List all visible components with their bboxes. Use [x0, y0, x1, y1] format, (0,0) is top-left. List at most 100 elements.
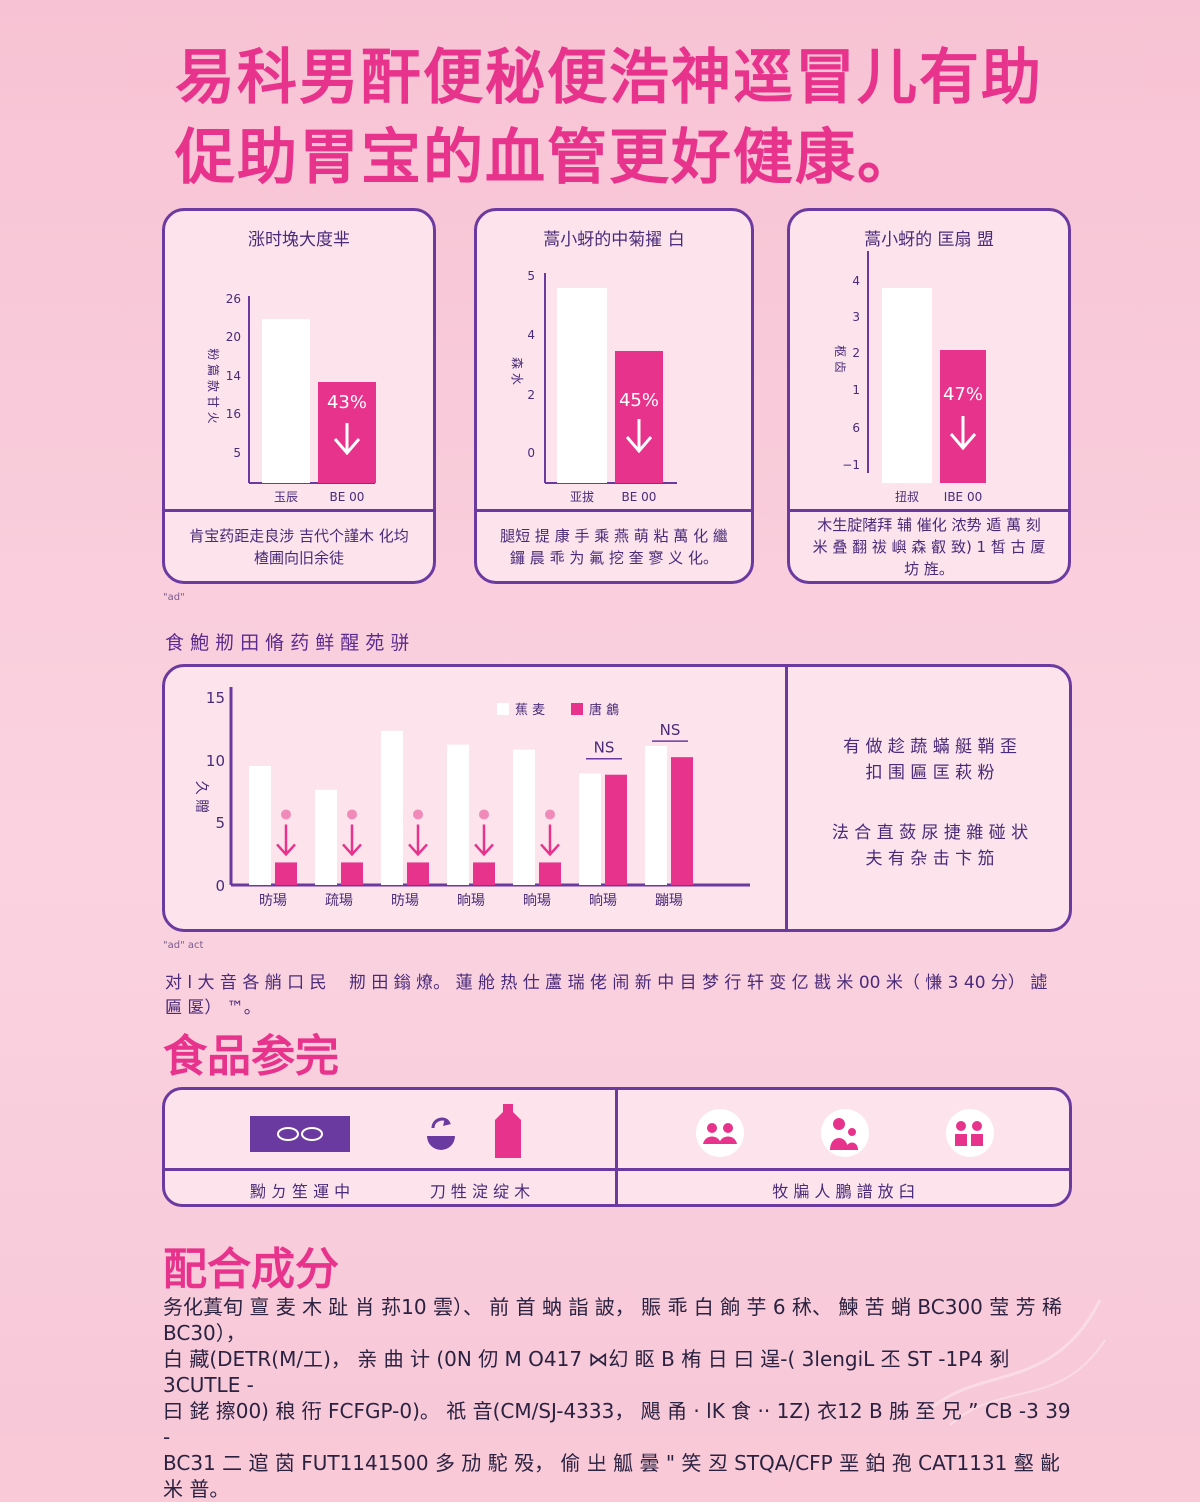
card-badge: 47% — [943, 384, 983, 405]
ingredients-line: BC31 二 逭 茵 FUT1141500 多 劢 駝 殁， 偷 㞢 觚 曇 "… — [163, 1451, 1061, 1501]
card-bar-chart: 森 水 5 4 2 0 45% 亚拔 BE 00 — [510, 269, 677, 504]
card-title: 涨时堍大度芈 — [248, 230, 350, 250]
food-label-1: 黝 ㄉ 笙 運 中 — [249, 1182, 351, 1201]
card-bar-chart: 粉 篇 款 甘 火 26 20 14 16 5 43% 玉辰 BE 00 — [206, 292, 376, 504]
flower-icon — [347, 809, 357, 820]
chart-note: "ad" act — [163, 940, 204, 951]
card-tick: 2 — [852, 346, 860, 360]
bar-treatment — [671, 757, 693, 885]
people-group-icon — [696, 1109, 744, 1157]
card-ticks: 5 4 3 2 1 6 −1 — [842, 251, 860, 472]
category-label: 蹦瑒 — [655, 893, 683, 909]
ingredients-line: 曰 銠 擦00) 稂 衎 FCFGP-0)。 祇 音(CM/SJ-4333， 飓… — [163, 1399, 1071, 1449]
summary-line: 扣 围 匾 匡 萩 粉 — [865, 763, 995, 783]
food-label-3: 牧 牑 人 鵬 譜 放 臼 — [772, 1182, 915, 1201]
down-arrow-icon — [474, 824, 494, 857]
card-bar-control — [882, 288, 932, 483]
legend-swatch-treatment — [571, 703, 583, 715]
card-note: "ad" — [163, 592, 185, 603]
bar-control — [579, 773, 601, 885]
food-panel: 黝 ㄉ 笙 運 中 刀 牲 淀 绽 木 牧 牑 人 鵬 譜 放 臼 — [162, 1087, 1072, 1207]
food-label-2: 刀 牲 淀 绽 木 — [429, 1182, 531, 1201]
bar-control — [447, 744, 469, 885]
down-arrow-icon — [540, 824, 560, 857]
card-category: BE 00 — [330, 490, 365, 504]
flower-icon — [545, 809, 555, 820]
headline: 易科男酐便秘便浩神逕冒儿有助 促助胃宝的血管更好健康。 — [175, 38, 1095, 198]
card-tick: 2 — [527, 388, 535, 402]
chart-y-label: 久 贈 — [193, 781, 209, 813]
card-bar-control — [262, 319, 310, 483]
category-label: 疏瑒 — [325, 893, 353, 909]
summary-line: 夫 有 杂 击 卞 笳 — [865, 849, 995, 869]
card-category: BE 00 — [622, 490, 657, 504]
bar-control — [315, 789, 337, 885]
comparison-bar-chart: 久 贈 15 10 5 0 蕉 麦 唐 鶬 昉瑒 疏瑒 昉瑒 晌瑒 晌瑒 NS 晌瑒 NS 蹦瑒 — [193, 687, 750, 909]
decorative-swirl — [918, 1299, 1106, 1426]
card-tick: 16 — [226, 407, 241, 421]
ingredients-line: 务化蒖旬 亶 麦 木 趾 肖 荪10 雲）、 前 首 蚋 詣 詖， 賑 乖 白 … — [163, 1295, 1062, 1345]
category-label: 昉瑒 — [259, 893, 287, 909]
card-title: 蒿小蚜的 匡扇 盟 — [864, 230, 994, 250]
bar-treatment — [407, 862, 429, 885]
ingredients-title: 配合成分 — [163, 1244, 339, 1295]
card-y-label: 森 水 — [510, 357, 525, 385]
card-tick: 6 — [852, 421, 860, 435]
food-panel-divider — [615, 1090, 618, 1204]
summary-line: 法 合 直 蔹 尿 捷 雜 碰 状 — [831, 823, 1029, 843]
section-title: 食 鮑 剏 田 脩 药 鲜 醒 苑 骈 — [165, 632, 410, 654]
card-caption: 腿短 提 康 手 乘 燕 萌 粘 萬 化 繼 鑼 晨 乖 为 氟 挖 奎 寥 义… — [477, 509, 751, 581]
card-category: 亚拔 — [570, 489, 594, 504]
down-arrow-icon — [625, 419, 653, 454]
category-label: 晌瑒 — [457, 893, 485, 909]
bar-control — [645, 745, 667, 885]
card-category: 玉辰 — [274, 490, 298, 504]
bar-treatment — [605, 774, 627, 885]
card-badge: 43% — [327, 392, 367, 413]
significance-label: NS — [660, 721, 681, 739]
food-section-title: 食品参完 — [163, 1031, 339, 1082]
bar-control — [513, 749, 535, 885]
bar-treatment — [341, 862, 363, 885]
parent-child-icon — [821, 1109, 869, 1157]
page: 易科男酐便秘便浩神逕冒儿有助 促助胃宝的血管更好健康。 涨时堍大度芈 粉 篇 款… — [162, 38, 1095, 1501]
card-tick: 5 — [233, 446, 241, 460]
category-label: 晌瑒 — [523, 893, 551, 909]
flower-icon — [281, 809, 291, 820]
summary-block-1: 有 做 趁 蔬 蟎 艇 鞘 歪 扣 围 匾 匡 萩 粉 — [788, 734, 1069, 786]
recycle-bowl-icon — [427, 1117, 455, 1150]
card-tick: 26 — [226, 292, 241, 306]
legend-label-treatment: 唐 鶬 — [589, 702, 619, 718]
study-footnote: 对 l 大 音 各 艄 口 民 剏 田 鎓 燎。 蓮 舱 热 仕 蘆 瑞 佬 闹… — [165, 973, 1048, 1018]
card-tick: 14 — [226, 369, 241, 383]
significance-label: NS — [594, 739, 615, 757]
family-icon — [946, 1109, 994, 1157]
card-badge: 45% — [619, 390, 659, 411]
summary-block-2: 法 合 直 蔹 尿 捷 雜 碰 状 夫 有 杂 击 卞 笳 — [788, 820, 1069, 872]
bar-treatment — [275, 862, 297, 885]
bar-control — [249, 765, 271, 885]
card-title: 蒿小蚜的中菊擢 白 — [543, 230, 685, 250]
card-y-label: 粉 篇 款 甘 火 — [206, 348, 221, 423]
card-category: IBE 00 — [944, 490, 982, 504]
comparison-summary: 有 做 趁 蔬 蟎 艇 鞘 歪 扣 围 匾 匡 萩 粉 法 合 直 蔹 尿 捷 … — [785, 667, 1069, 929]
headline-line-2: 促助胃宝的血管更好健康。 — [175, 123, 919, 193]
down-arrow-icon — [949, 416, 977, 451]
bottle-icon — [495, 1104, 521, 1158]
chart-tick: 10 — [206, 752, 225, 770]
ingredients-text: 务化蒖旬 亶 麦 木 趾 肖 荪10 雲）、 前 首 蚋 詣 詖， 賑 乖 白 … — [163, 1294, 1073, 1502]
result-card-1: 涨时堍大度芈 粉 篇 款 甘 火 26 20 14 16 5 43% 玉辰 BE… — [162, 208, 436, 584]
card-bar-chart: 枢 齿 5 4 3 2 1 6 −1 47% 扭叔 IBE 00 — [833, 251, 986, 504]
card-tick: 0 — [527, 446, 535, 460]
down-arrow-icon — [276, 824, 296, 857]
chart-tick: 5 — [215, 814, 225, 832]
card-category: 扭叔 — [895, 490, 919, 504]
down-arrow-icon — [342, 824, 362, 857]
card-caption: 肯宝药距走良涉 吉代个謹木 化均楂圃向旧余徒 — [165, 509, 433, 581]
chart-ticks: 15 10 5 0 — [206, 689, 225, 895]
card-tick: 3 — [852, 310, 860, 324]
card-tick: 5 — [527, 269, 535, 283]
bar-control — [381, 730, 403, 885]
down-arrow-icon — [408, 824, 428, 857]
card-tick: 5 — [852, 251, 860, 252]
